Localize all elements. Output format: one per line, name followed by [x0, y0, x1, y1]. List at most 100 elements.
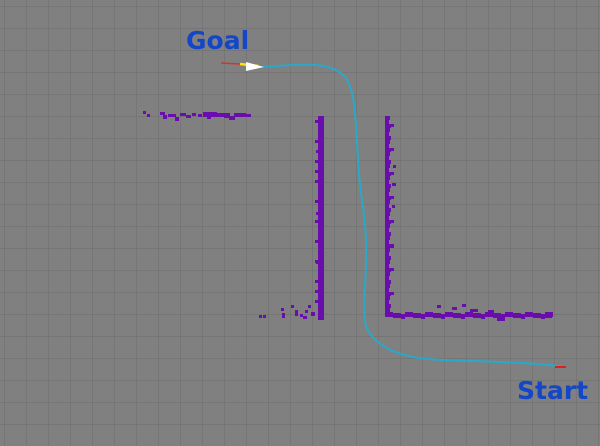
obstacle-cell: [318, 116, 324, 120]
obstacle-cell: [517, 313, 521, 318]
obstacle-cell: [390, 196, 394, 199]
obstacle-cell: [385, 276, 389, 280]
obstacle-cell: [318, 224, 324, 228]
obstacle-cell: [453, 313, 457, 318]
obstacle-cell: [393, 165, 396, 168]
obstacle-cell: [525, 312, 529, 317]
obstacle-cell: [318, 160, 324, 164]
obstacle-cell: [318, 300, 324, 304]
obstacle-cell: [529, 312, 533, 317]
obstacle-cell: [385, 256, 391, 260]
obstacle-cell: [385, 312, 389, 317]
obstacle-cell: [318, 288, 324, 292]
obstacle-cell: [470, 309, 478, 312]
obstacle-cell: [318, 176, 324, 180]
obstacle-cell: [385, 196, 391, 200]
obstacle-cell: [385, 160, 391, 164]
obstacle-cell: [493, 313, 497, 318]
obstacle-cell: [305, 310, 308, 313]
obstacle-cell: [295, 310, 298, 316]
obstacle-cell: [163, 115, 167, 119]
obstacle-cell: [385, 164, 390, 168]
obstacle-cell: [452, 307, 457, 310]
obstacle-cell: [318, 280, 324, 284]
obstacle-cell: [318, 120, 324, 124]
obstacle-cell: [315, 200, 318, 203]
obstacle-cell: [385, 140, 390, 144]
obstacle-cell: [160, 112, 165, 115]
obstacle-cell: [318, 292, 324, 296]
obstacle-cell: [259, 315, 262, 318]
obstacle-cell: [315, 220, 318, 223]
obstacle-cell: [385, 220, 391, 224]
obstacle-cell: [318, 216, 324, 220]
obstacle-cell: [318, 296, 324, 300]
obstacle-cell: [385, 136, 391, 140]
obstacle-cell: [318, 196, 324, 200]
obstacle-cell: [429, 312, 433, 317]
obstacle-cell: [207, 116, 211, 119]
obstacle-cell: [533, 313, 537, 318]
goal-pose-arrow-icon[interactable]: [220, 62, 264, 71]
obstacle-cell: [143, 111, 146, 114]
obstacle-cell: [405, 312, 409, 317]
obstacle-cell: [385, 240, 389, 244]
obstacle-cell: [390, 172, 394, 175]
obstacle-cell: [449, 312, 453, 317]
obstacle-cell: [385, 172, 391, 176]
obstacle-cell: [318, 148, 324, 152]
obstacle-cell: [318, 228, 324, 232]
obstacle-cell: [385, 168, 389, 172]
obstacle-cell: [389, 312, 393, 317]
obstacle-cell: [390, 124, 394, 127]
obstacle-cell: [421, 314, 425, 319]
obstacle-cell: [385, 148, 391, 152]
obstacle-cell: [509, 312, 513, 317]
obstacle-cell: [521, 314, 525, 319]
obstacle-cell: [308, 305, 311, 308]
obstacle-cell: [385, 292, 391, 296]
obstacle-cell: [445, 312, 449, 317]
obstacle-cell: [385, 264, 389, 268]
obstacle-cell: [390, 268, 394, 271]
obstacle-cell: [409, 312, 413, 317]
obstacle-cell: [385, 236, 390, 240]
obstacle-cell: [318, 308, 324, 312]
obstacle-cell: [318, 204, 324, 208]
obstacle-cell: [186, 115, 191, 118]
start-label: Start: [517, 376, 589, 405]
obstacle-cell: [385, 156, 389, 160]
obstacle-cell: [457, 313, 461, 318]
obstacle-cell: [392, 183, 396, 186]
obstacle-cell: [437, 313, 441, 318]
obstacle-cell: [318, 236, 324, 240]
obstacle-cell: [318, 124, 324, 128]
obstacle-cell: [318, 136, 324, 140]
obstacle-cell: [311, 312, 315, 316]
obstacle-cell: [488, 310, 494, 313]
obstacle-cell: [318, 128, 324, 132]
obstacle-cell: [385, 280, 391, 284]
obstacle-cell: [303, 316, 307, 319]
obstacle-cell: [318, 144, 324, 148]
obstacle-cell: [385, 208, 391, 212]
obstacle-cell: [300, 314, 303, 317]
obstacle-cell: [385, 200, 390, 204]
obstacle-cell: [318, 264, 324, 268]
obstacle-cell: [469, 312, 473, 317]
obstacle-cell: [461, 314, 465, 319]
obstacle-cell: [318, 232, 324, 236]
obstacle-cell: [175, 117, 179, 121]
obstacle-cell: [282, 313, 285, 318]
obstacle-cell: [385, 248, 390, 252]
obstacle-cell: [318, 132, 324, 136]
obstacle-cell: [216, 113, 224, 117]
obstacle-cell: [246, 114, 251, 117]
obstacle-cell: [318, 140, 324, 144]
obstacle-cell: [281, 308, 284, 311]
obstacle-cell: [318, 256, 324, 260]
obstacle-cell: [316, 260, 320, 264]
obstacle-cell: [315, 290, 318, 293]
